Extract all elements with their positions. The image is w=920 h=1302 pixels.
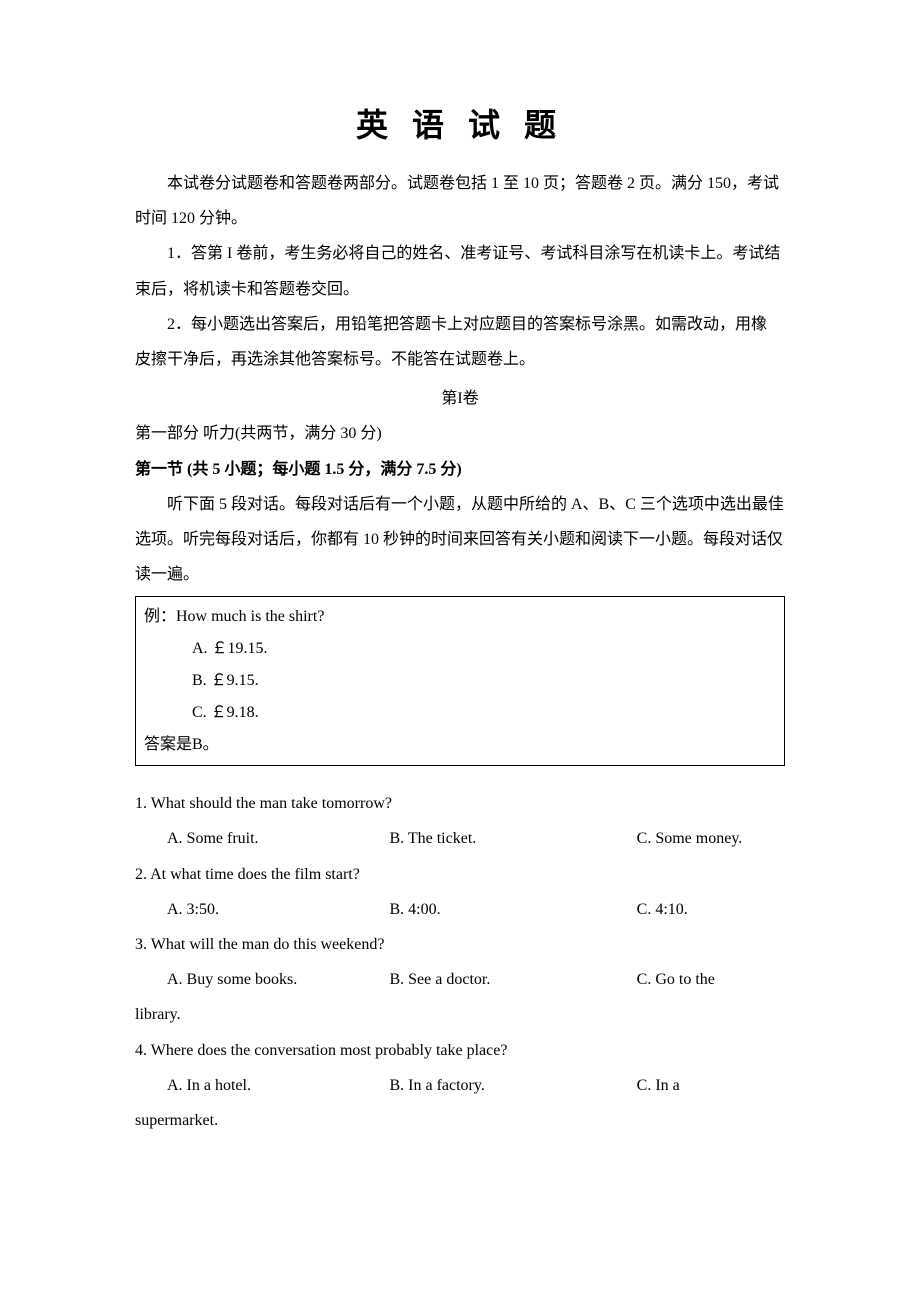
section-instruction: 听下面 5 段对话。每段对话后有一个小题，从题中所给的 A、B、C 三个选项中选… bbox=[135, 487, 785, 593]
question-1-options: A. Some fruit. B. The ticket. C. Some mo… bbox=[135, 821, 785, 856]
question-2-option-c: C. 4:10. bbox=[637, 892, 785, 927]
volume-heading: 第I卷 bbox=[135, 381, 785, 416]
question-2: 2. At what time does the film start? bbox=[135, 857, 785, 892]
question-4-option-c: C. In a bbox=[637, 1068, 785, 1103]
intro-paragraph-2: 1．答第 I 卷前，考生务必将自己的姓名、准考证号、考试科目涂写在机读卡上。考试… bbox=[135, 236, 785, 306]
question-4-option-a: A. In a hotel. bbox=[167, 1068, 389, 1103]
example-option-c: C. ￡9.18. bbox=[144, 697, 776, 729]
question-3-options: A. Buy some books. B. See a doctor. C. G… bbox=[135, 962, 785, 997]
document-title: 英 语 试 题 bbox=[135, 100, 785, 146]
question-4: 4. Where does the conversation most prob… bbox=[135, 1033, 785, 1068]
question-2-option-a: A. 3:50. bbox=[167, 892, 389, 927]
example-box: 例：How much is the shirt? A. ￡19.15. B. ￡… bbox=[135, 596, 785, 766]
intro-paragraph-3: 2．每小题选出答案后，用铅笔把答题卡上对应题目的答案标号涂黑。如需改动，用橡 皮… bbox=[135, 307, 785, 377]
intro-paragraph-1: 本试卷分试题卷和答题卷两部分。试题卷包括 1 至 10 页；答题卷 2 页。满分… bbox=[135, 166, 785, 236]
question-3-option-a: A. Buy some books. bbox=[167, 962, 389, 997]
question-1-option-a: A. Some fruit. bbox=[167, 821, 389, 856]
example-prompt: 例：How much is the shirt? bbox=[144, 601, 776, 633]
section-heading: 第一节 (共 5 小题；每小题 1.5 分，满分 7.5 分) bbox=[135, 452, 785, 487]
example-option-b: B. ￡9.15. bbox=[144, 665, 776, 697]
example-option-a: A. ￡19.15. bbox=[144, 633, 776, 665]
part-heading: 第一部分 听力(共两节，满分 30 分) bbox=[135, 416, 785, 451]
question-3-option-b: B. See a doctor. bbox=[389, 962, 636, 997]
question-3: 3. What will the man do this weekend? bbox=[135, 927, 785, 962]
question-3-option-c: C. Go to the bbox=[637, 962, 785, 997]
question-4-options: A. In a hotel. B. In a factory. C. In a bbox=[135, 1068, 785, 1103]
question-4-option-b: B. In a factory. bbox=[389, 1068, 636, 1103]
question-4-overflow: supermarket. bbox=[135, 1103, 785, 1138]
question-2-options: A. 3:50. B. 4:00. C. 4:10. bbox=[135, 892, 785, 927]
question-3-overflow: library. bbox=[135, 997, 785, 1032]
example-answer: 答案是B。 bbox=[144, 729, 776, 761]
question-1: 1. What should the man take tomorrow? bbox=[135, 786, 785, 821]
question-1-option-c: C. Some money. bbox=[637, 821, 785, 856]
question-2-option-b: B. 4:00. bbox=[389, 892, 636, 927]
question-1-option-b: B. The ticket. bbox=[389, 821, 636, 856]
